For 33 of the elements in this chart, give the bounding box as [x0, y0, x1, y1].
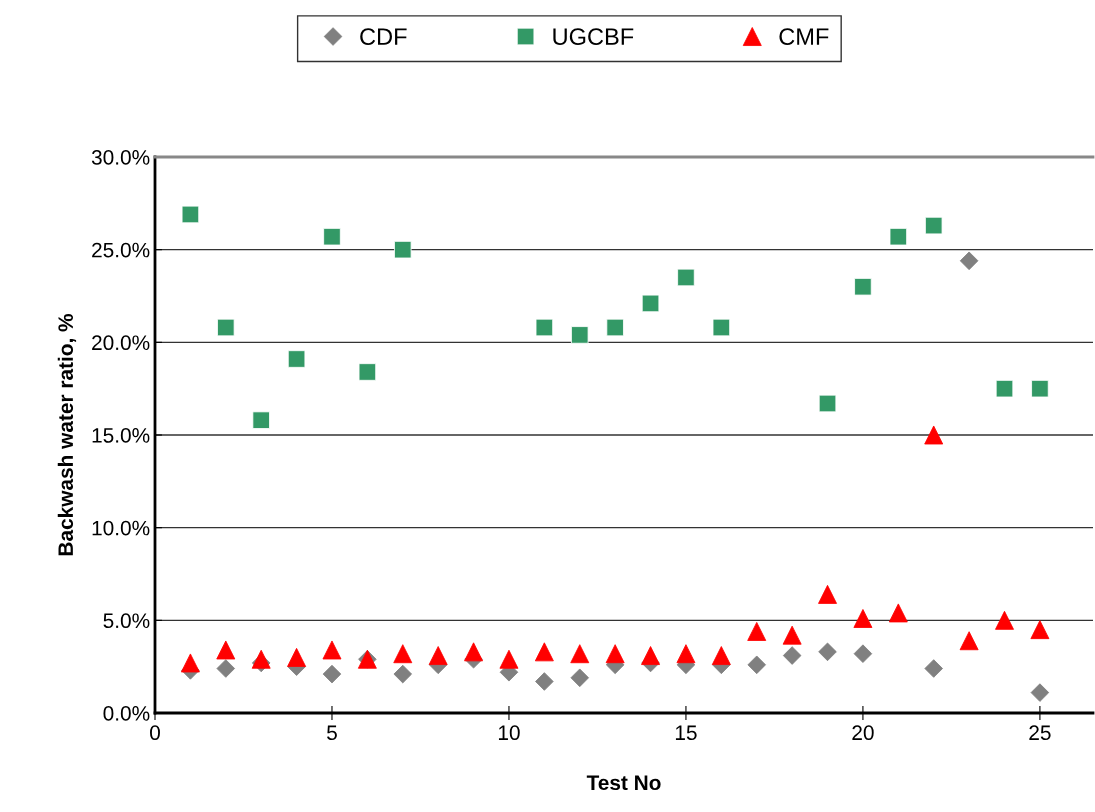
x-tick-label: 25: [1029, 725, 1051, 741]
legend-label: CDF: [360, 28, 407, 46]
y-tick-label: 15.0%: [92, 428, 150, 443]
y-axis-title: Backwash water ratio, %: [57, 313, 77, 556]
x-tick-label: 0: [150, 725, 160, 741]
point: [641, 646, 660, 665]
y-tick-label: 20.0%: [92, 335, 150, 351]
y-tick-label: 10.0%: [92, 520, 150, 536]
point: [393, 644, 413, 664]
y-tick-label: 25.0%: [92, 242, 150, 258]
point: [959, 631, 979, 651]
y-tick-label: 5.0%: [103, 613, 150, 629]
point: [217, 318, 235, 337]
y-tick-label: 0.0%: [103, 706, 150, 721]
point: [1030, 683, 1050, 702]
x-tick-label: 5: [327, 725, 337, 741]
point: [818, 642, 837, 662]
point: [853, 609, 873, 628]
x-tick-label: 20: [852, 725, 874, 741]
point: [216, 640, 236, 660]
point: [216, 659, 236, 678]
x-tick-label: 10: [498, 725, 520, 741]
point: [924, 659, 943, 678]
y-tick-label: 30.0%: [91, 150, 150, 165]
point: [818, 394, 837, 413]
legend-label: UGCBF: [553, 28, 634, 46]
x-tick-label: 15: [675, 725, 697, 741]
point: [252, 411, 270, 429]
x-axis-title: Test No: [586, 775, 661, 791]
point: [853, 644, 873, 663]
legend-label: CMF: [779, 28, 829, 46]
point: [570, 644, 590, 664]
point: [394, 240, 412, 259]
